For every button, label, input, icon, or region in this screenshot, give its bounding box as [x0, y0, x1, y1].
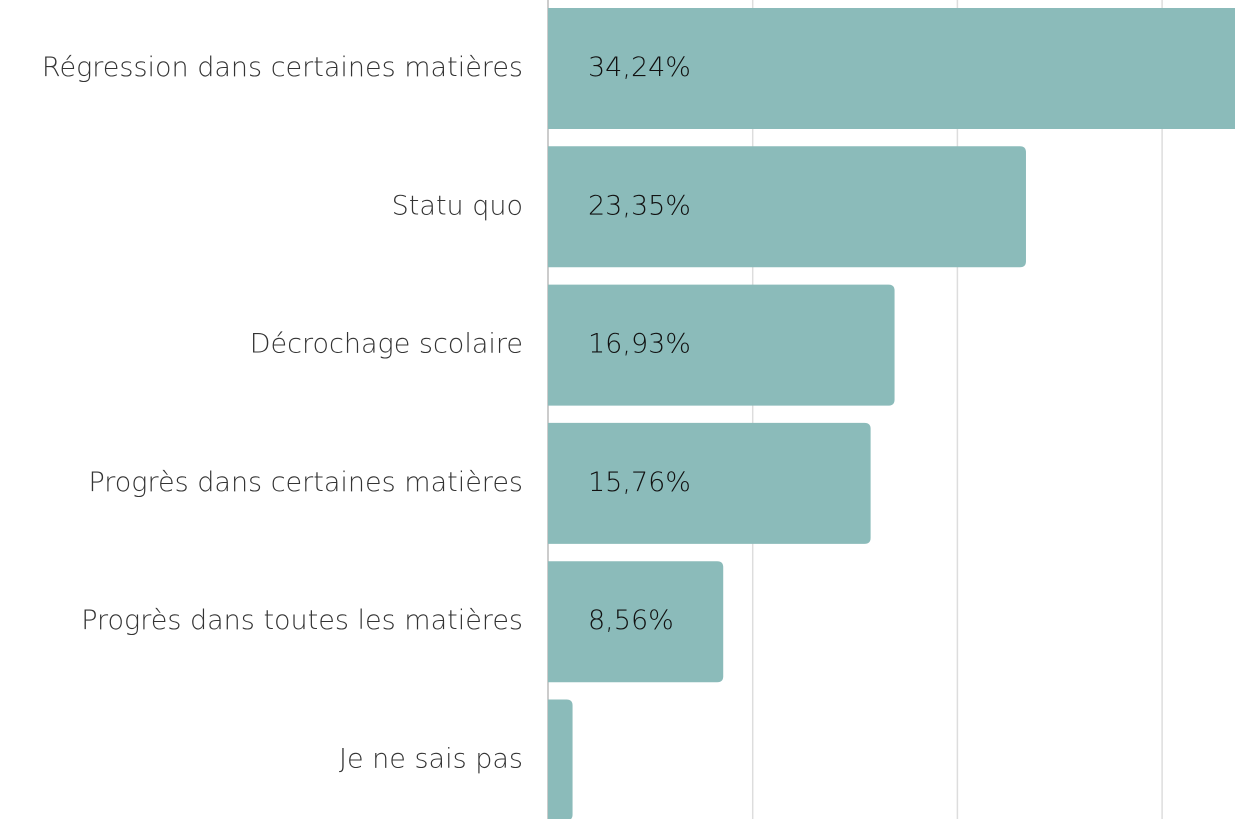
- bar: [548, 284, 895, 406]
- category-label: Statu quo: [392, 190, 523, 221]
- bar: [548, 146, 1026, 268]
- category-label: Je ne sais pas: [339, 744, 523, 775]
- category-label: Progrès dans certaines matières: [88, 467, 523, 498]
- value-label: 34,24%: [588, 52, 691, 83]
- bar: [548, 422, 871, 544]
- value-label: 15,76%: [588, 467, 691, 498]
- bar: [548, 8, 1235, 129]
- value-label: 16,93%: [588, 329, 691, 360]
- category-label: Décrochage scolaire: [250, 329, 523, 360]
- value-label: 8,56%: [588, 605, 674, 636]
- category-label: Régression dans certaines matières: [42, 52, 523, 83]
- category-label: Progrès dans toutes les matières: [81, 605, 523, 636]
- bar: [548, 699, 573, 819]
- value-label: 23,35%: [588, 190, 691, 221]
- bar: [548, 561, 724, 683]
